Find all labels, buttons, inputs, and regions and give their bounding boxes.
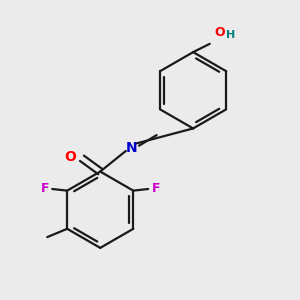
Text: O: O	[64, 150, 76, 164]
Text: H: H	[226, 29, 236, 40]
Text: F: F	[40, 182, 49, 196]
Text: O: O	[215, 26, 225, 39]
Text: N: N	[126, 141, 138, 155]
Text: F: F	[152, 182, 160, 196]
